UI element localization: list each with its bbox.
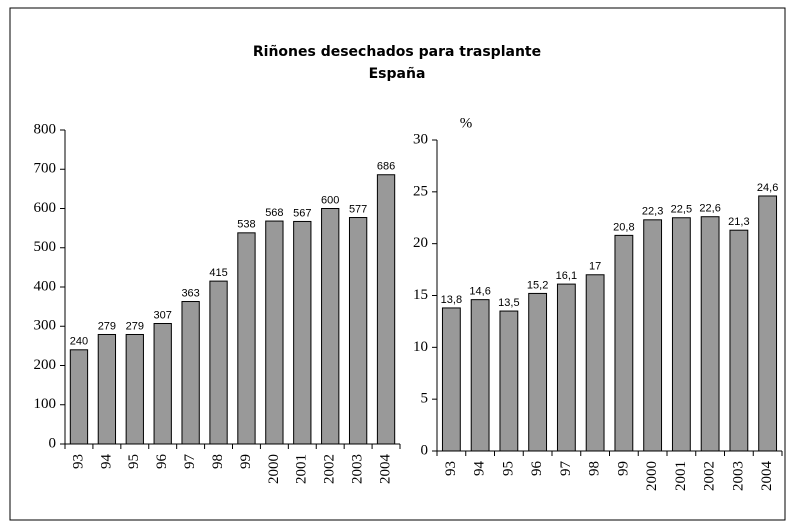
- y-tick-label: 25: [413, 183, 428, 199]
- value-label: 14,6: [469, 286, 490, 298]
- bar: [758, 195, 778, 452]
- value-label: 538: [237, 219, 255, 231]
- chart-title: Riñones desechados para trasplante: [253, 44, 541, 60]
- value-label: 16,1: [556, 270, 577, 282]
- x-tick-label: 2002: [322, 454, 338, 484]
- x-tick-label: 97: [182, 454, 198, 470]
- value-label: 363: [181, 287, 199, 299]
- x-tick-label: 98: [587, 461, 603, 476]
- x-tick-label: 2000: [266, 454, 282, 484]
- bar: [153, 323, 172, 445]
- y-tick-label: 20: [413, 235, 428, 251]
- value-label: 21,3: [728, 216, 749, 228]
- y-axis-label: %: [460, 115, 473, 131]
- y-tick-label: 300: [34, 318, 57, 334]
- x-tick-label: 96: [529, 461, 545, 477]
- bar: [97, 333, 117, 445]
- x-tick-label: 2004: [759, 461, 775, 492]
- value-label: 307: [154, 309, 172, 321]
- y-tick-label: 30: [413, 131, 428, 147]
- bar: [181, 301, 200, 445]
- bar: [585, 274, 605, 452]
- y-tick-label: 200: [34, 357, 57, 373]
- bar: [470, 299, 490, 452]
- y-tick-label: 15: [413, 287, 428, 303]
- y-tick-label: 5: [421, 391, 429, 407]
- bar: [348, 217, 368, 445]
- x-tick-label: 96: [154, 454, 170, 470]
- bar: [376, 174, 396, 445]
- bar: [125, 333, 144, 445]
- value-label: 22,6: [699, 203, 720, 215]
- value-label: 22,3: [642, 206, 663, 218]
- bar: [209, 280, 228, 445]
- value-label: 240: [70, 336, 88, 348]
- value-label: 20,8: [613, 221, 634, 233]
- y-tick-label: 500: [34, 239, 57, 255]
- bar: [499, 310, 519, 452]
- value-label: 279: [98, 320, 116, 332]
- value-label: 415: [209, 267, 227, 279]
- value-label: 577: [349, 203, 367, 215]
- y-tick-label: 0: [421, 442, 429, 458]
- y-tick-label: 800: [34, 121, 57, 137]
- x-tick-label: 2001: [673, 461, 689, 491]
- x-tick-label: 98: [210, 454, 226, 469]
- value-label: 568: [265, 207, 283, 219]
- y-tick-label: 100: [34, 396, 57, 412]
- bar: [265, 220, 284, 445]
- bar: [671, 217, 691, 452]
- bar: [643, 219, 663, 452]
- bar: [441, 307, 461, 452]
- x-tick-label: 2004: [377, 454, 393, 485]
- bar: [293, 220, 312, 445]
- bar: [69, 349, 89, 445]
- chart-subtitle: España: [369, 66, 426, 82]
- value-label: 13,8: [441, 294, 462, 306]
- bar: [237, 232, 256, 445]
- x-tick-label: 99: [615, 461, 631, 476]
- bar: [729, 229, 749, 452]
- x-tick-label: 94: [98, 454, 114, 470]
- value-label: 686: [377, 161, 395, 173]
- bar: [321, 208, 340, 445]
- bar: [700, 216, 720, 452]
- x-tick-label: 93: [70, 454, 86, 469]
- value-label: 15,2: [527, 279, 548, 291]
- x-tick-label: 2002: [702, 461, 718, 491]
- value-label: 22,5: [671, 204, 692, 216]
- x-tick-label: 2000: [644, 461, 660, 491]
- value-label: 17: [589, 261, 601, 273]
- x-tick-label: 94: [472, 461, 488, 477]
- x-tick-label: 97: [558, 461, 574, 477]
- y-tick-label: 700: [34, 161, 57, 177]
- x-tick-label: 95: [126, 454, 142, 469]
- y-tick-label: 600: [34, 200, 57, 216]
- x-tick-label: 2001: [294, 454, 310, 484]
- bar: [614, 234, 634, 452]
- value-label: 600: [321, 194, 339, 206]
- y-tick-label: 400: [34, 278, 57, 294]
- x-tick-label: 95: [500, 461, 516, 476]
- x-tick-label: 99: [238, 454, 254, 469]
- bar: [528, 292, 548, 452]
- value-label: 24,6: [757, 182, 778, 194]
- x-tick-label: 2003: [730, 461, 746, 491]
- bar: [556, 283, 576, 452]
- y-tick-label: 0: [49, 435, 57, 451]
- value-label: 567: [293, 207, 311, 219]
- x-tick-label: 2003: [350, 454, 366, 484]
- value-label: 13,5: [498, 297, 519, 309]
- value-label: 279: [126, 320, 144, 332]
- y-tick-label: 10: [413, 339, 428, 355]
- x-tick-label: 93: [443, 461, 459, 476]
